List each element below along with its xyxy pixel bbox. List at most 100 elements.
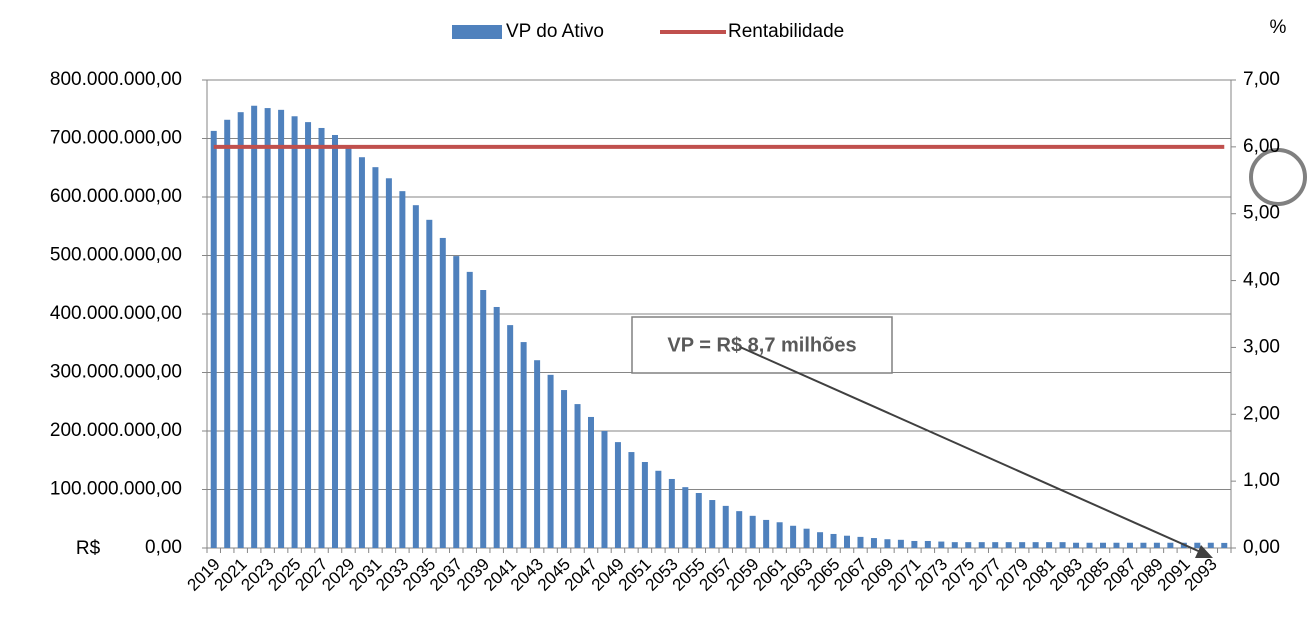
bar <box>830 533 837 548</box>
bar <box>722 505 729 548</box>
bar <box>439 237 446 548</box>
bar <box>1086 542 1093 548</box>
bar <box>561 390 568 548</box>
bar <box>399 191 406 548</box>
y-tick-label: 100.000.000,00 <box>50 479 182 500</box>
bar <box>803 528 810 548</box>
bar <box>857 536 864 548</box>
bar <box>641 462 648 548</box>
legend-swatch <box>452 25 502 39</box>
y2-tick-label: 5,00 <box>1243 203 1280 224</box>
bar <box>951 542 958 548</box>
bar <box>318 127 325 548</box>
bar <box>776 522 783 548</box>
bar <box>507 325 514 548</box>
y2-tick-label: 4,00 <box>1243 270 1280 291</box>
y2-tick-label: 0,00 <box>1243 537 1280 558</box>
bar <box>588 416 594 548</box>
bar <box>817 532 824 548</box>
bar <box>668 478 675 548</box>
bar <box>1059 542 1066 548</box>
bar <box>938 541 945 548</box>
bar <box>358 157 365 548</box>
y2-axis-label: % <box>1270 17 1287 38</box>
y2-tick-label: 7,00 <box>1243 69 1280 90</box>
bar <box>534 360 541 548</box>
bar <box>790 525 797 548</box>
bar <box>385 178 392 548</box>
annotation-arrow <box>739 346 1206 555</box>
bar <box>520 342 527 548</box>
bar <box>978 542 985 548</box>
bar <box>924 540 931 548</box>
bar <box>332 134 338 549</box>
highlight-circle <box>1249 148 1307 206</box>
bar <box>264 108 271 548</box>
bar <box>911 540 918 548</box>
legend-label: Rentabilidade <box>728 21 844 42</box>
x-tick-label: 2093 <box>1181 555 1221 595</box>
bar <box>224 119 231 548</box>
bar <box>695 493 702 548</box>
annotation: VP = R$ 8,7 milhões <box>667 334 856 356</box>
bar <box>1100 542 1106 548</box>
bar <box>601 431 608 548</box>
bar <box>453 256 460 548</box>
y-axis-label: R$ <box>76 538 101 559</box>
bar <box>466 271 473 548</box>
bar <box>493 306 500 548</box>
bar <box>1140 542 1147 548</box>
bar <box>709 500 716 548</box>
y-tick-label: 200.000.000,00 <box>50 420 182 441</box>
bar <box>1221 542 1228 548</box>
bar <box>1207 542 1214 548</box>
bar <box>372 167 379 549</box>
bar <box>1005 542 1012 548</box>
y2-tick-label: 2,00 <box>1243 403 1280 424</box>
annotation-box <box>631 316 893 374</box>
y2-tick-label: 1,00 <box>1243 470 1280 491</box>
bar <box>736 511 743 548</box>
bar <box>237 112 244 549</box>
y-tick-label: 0,00 <box>145 537 182 558</box>
bar <box>870 538 877 548</box>
y2-tick-label: 3,00 <box>1243 336 1280 357</box>
bar <box>628 452 635 548</box>
y-tick-label: 700.000.000,00 <box>50 128 182 149</box>
bar <box>1073 542 1080 548</box>
y-tick-label: 800.000.000,00 <box>50 69 182 90</box>
bar <box>278 109 285 549</box>
bar <box>682 487 689 548</box>
bar <box>412 205 419 548</box>
bar <box>305 122 312 549</box>
y-tick-label: 600.000.000,00 <box>50 186 182 207</box>
bar <box>574 404 581 548</box>
legend-label: VP do Ativo <box>506 21 604 42</box>
bar <box>251 105 258 549</box>
bar <box>763 519 770 548</box>
bar <box>291 116 298 549</box>
bar <box>655 470 662 548</box>
bar <box>1032 542 1039 548</box>
bar <box>897 539 904 548</box>
annotation-arrowhead <box>1195 545 1213 558</box>
bar <box>480 290 487 548</box>
bar <box>614 442 621 548</box>
bar <box>1019 542 1026 548</box>
bar <box>210 130 217 548</box>
bar <box>1167 542 1174 548</box>
bar <box>426 219 433 548</box>
y-tick-label: 400.000.000,00 <box>50 303 182 324</box>
bar <box>884 539 891 548</box>
bar <box>844 535 850 548</box>
bar <box>992 542 999 548</box>
bar <box>1153 542 1160 548</box>
bar <box>547 374 554 548</box>
bar <box>749 515 756 548</box>
bar <box>965 542 972 548</box>
y-tick-label: 500.000.000,00 <box>50 245 182 266</box>
y2-tick-label: 6,00 <box>1243 136 1280 157</box>
bar <box>1126 542 1133 548</box>
y-tick-label: 300.000.000,00 <box>50 362 182 383</box>
